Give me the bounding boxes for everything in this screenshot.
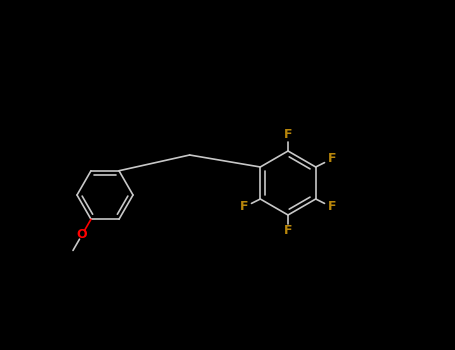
Text: O: O: [77, 228, 87, 242]
Text: F: F: [328, 153, 336, 166]
Text: F: F: [240, 201, 248, 214]
Text: F: F: [328, 201, 336, 214]
Text: F: F: [284, 128, 292, 141]
Text: F: F: [284, 224, 292, 238]
